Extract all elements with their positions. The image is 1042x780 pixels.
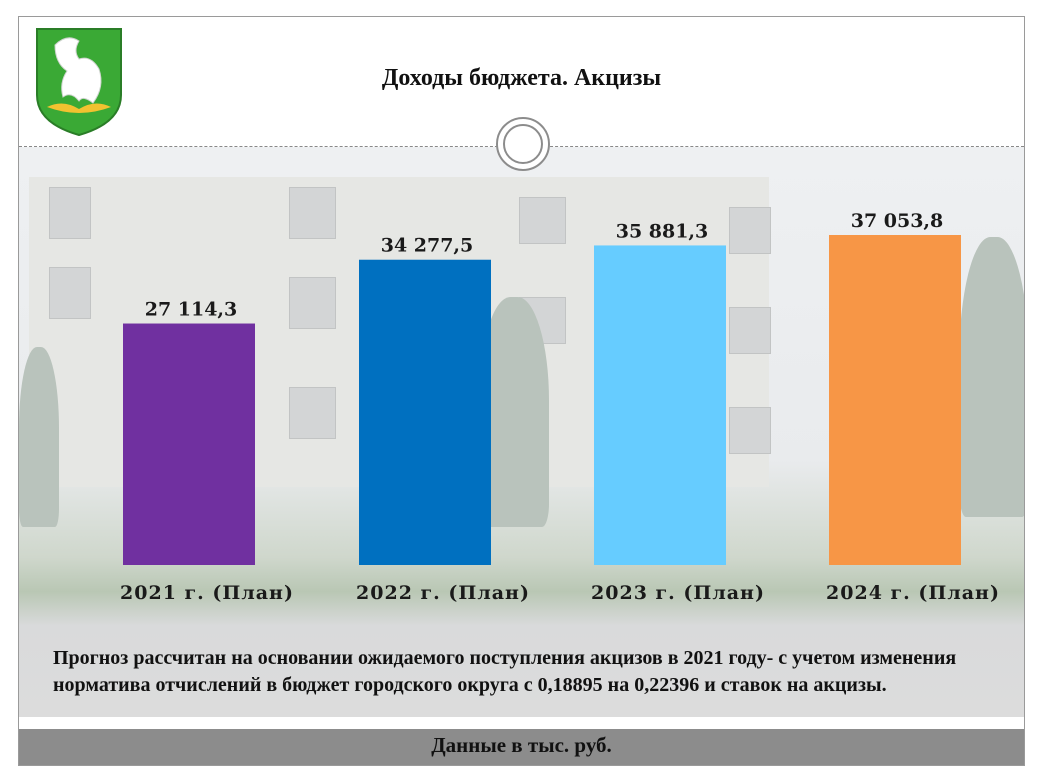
- bar-1: [123, 323, 255, 565]
- footer-bar: Данные в тыс. руб.: [19, 729, 1024, 765]
- coat-of-arms-icon: [36, 28, 122, 137]
- data-label-1: 27 114,3: [145, 299, 238, 321]
- data-label-4: 37 053,8: [851, 210, 944, 232]
- page-title: Доходы бюджета. Акцизы: [381, 65, 662, 91]
- bar-2: [359, 259, 491, 565]
- x-tick-label-3: 2023 г. (План): [591, 582, 765, 604]
- slide: Доходы бюджета. Акцизы 27 114,3 34 277,5 3…: [18, 16, 1025, 766]
- bar-3: [594, 245, 726, 565]
- x-tick-label-2: 2022 г. (План): [356, 582, 530, 604]
- ring-ornament: [496, 117, 550, 171]
- bar-chart: 27 114,3 34 277,5 35 881,3 37 053,8 2021 г.…: [120, 210, 1000, 604]
- units-note: Данные в тыс. руб.: [431, 733, 612, 757]
- forecast-note: Прогноз рассчитан на основании ожидаемог…: [53, 647, 957, 696]
- data-label-3: 35 881,3: [616, 220, 709, 242]
- data-label-2: 34 277,5: [381, 235, 474, 257]
- bar-4: [829, 235, 961, 565]
- x-tick-label-1: 2021 г. (План): [120, 582, 294, 604]
- x-tick-label-4: 2024 г. (План): [826, 582, 1000, 604]
